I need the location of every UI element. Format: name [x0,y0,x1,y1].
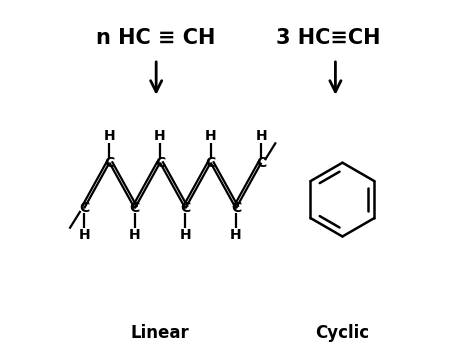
Text: C: C [79,201,89,215]
Text: 3 HC≡CH: 3 HC≡CH [276,28,381,48]
Text: n HC ≡ CH: n HC ≡ CH [97,28,216,48]
Text: H: H [129,228,141,242]
Text: C: C [180,201,191,215]
Text: C: C [104,156,115,170]
Text: C: C [129,201,140,215]
Text: H: H [180,228,191,242]
Text: H: H [78,228,90,242]
Text: C: C [206,156,216,170]
Text: C: C [256,156,266,170]
Text: Cyclic: Cyclic [315,324,370,342]
Text: Linear: Linear [130,324,189,342]
Text: H: H [255,129,267,143]
Text: H: H [104,129,115,143]
Text: C: C [155,156,165,170]
Text: H: H [205,129,217,143]
Text: H: H [154,129,166,143]
Text: C: C [231,201,241,215]
Text: H: H [230,228,242,242]
